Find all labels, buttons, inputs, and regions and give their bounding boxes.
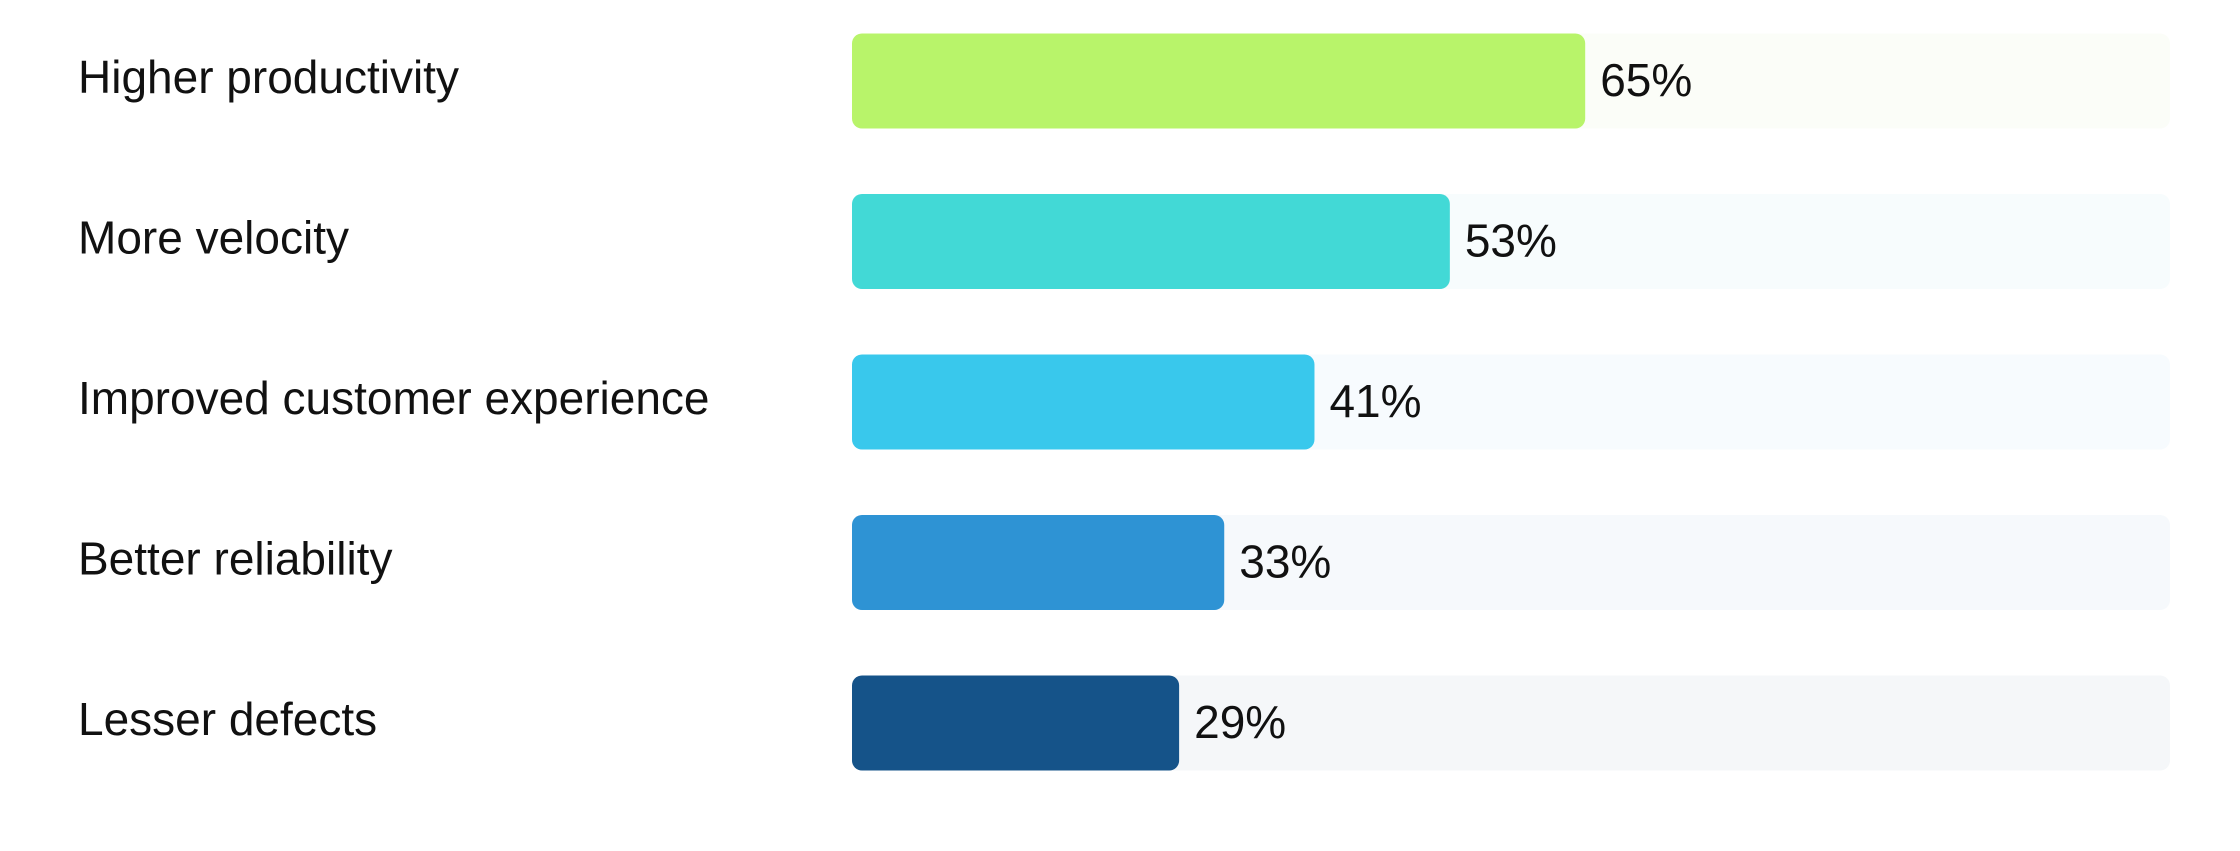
- bar-row: Improved customer experience 41%: [78, 354, 2170, 450]
- value-label: 41%: [1329, 375, 1421, 427]
- bar: [852, 33, 1586, 129]
- category-label: Better reliability: [78, 533, 392, 585]
- chart-rows: Higher productivity 65% More velocity 53% Im…: [78, 33, 2170, 771]
- value-label: 29%: [1194, 696, 1286, 748]
- value-label: 33%: [1239, 536, 1331, 588]
- bar-row: More velocity 53%: [78, 194, 2170, 289]
- category-label: Improved customer experience: [78, 372, 710, 424]
- bar: [852, 515, 1225, 610]
- category-label: Lesser defects: [78, 693, 377, 745]
- category-label: Higher productivity: [78, 51, 459, 103]
- bar-row: Better reliability 33%: [78, 515, 2170, 610]
- bar-track: [852, 675, 2170, 771]
- bar: [852, 194, 1450, 289]
- category-label: More velocity: [78, 212, 349, 264]
- value-label: 53%: [1465, 215, 1557, 267]
- bar-row: Higher productivity 65%: [78, 33, 2170, 129]
- bar: [852, 354, 1315, 450]
- value-label: 65%: [1600, 54, 1692, 106]
- bar: [852, 675, 1180, 771]
- bar-row: Lesser defects 29%: [78, 675, 2170, 771]
